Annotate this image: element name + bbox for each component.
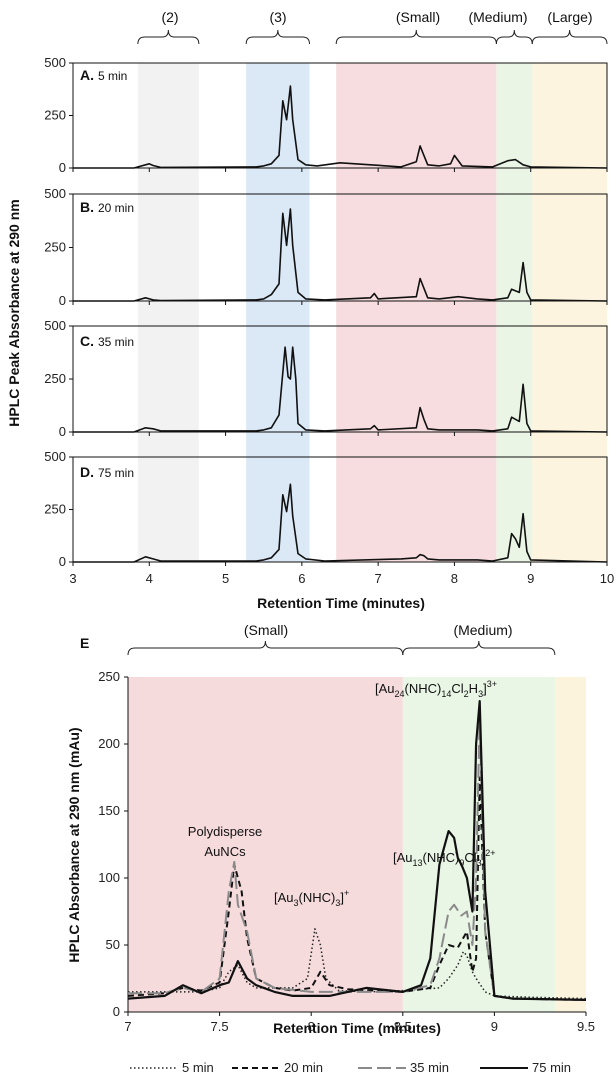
bracket-label-2: (2) [161, 9, 178, 25]
legend: 5 min 20 min 35 min 75 min [130, 1060, 571, 1075]
region-shade-2 [336, 63, 497, 562]
panel-3-trace [73, 483, 608, 563]
bottom-xtick-label-5: 9.5 [577, 1019, 595, 1034]
panel-d-time: 75 min [98, 466, 134, 480]
bottom-ytick-label-1: 50 [106, 937, 120, 952]
panel-2-ytick-label-2: 500 [44, 318, 66, 333]
panel-d-label: D. 75 min [80, 464, 134, 480]
panel-b-letter: B. [80, 199, 94, 215]
panel-3-ytick-label-2: 500 [44, 449, 66, 464]
legend-label-75min: 75 min [532, 1060, 571, 1075]
legend-label-5min: 5 min [182, 1060, 214, 1075]
bottom-bracket-small [127, 640, 404, 656]
panel-0-trace [73, 85, 608, 169]
bottom-ytick-label-4: 200 [98, 736, 120, 751]
panel-3-ytick-label-0: 0 [59, 554, 66, 569]
top-y-axis-title: HPLC Peak Absorbance at 290 nm [6, 199, 22, 426]
region-shade-4 [532, 63, 607, 562]
bottom-xtick-label-3: 8.5 [394, 1019, 412, 1034]
region-shade-0 [137, 63, 199, 562]
panel-1-ytick-label-1: 250 [44, 240, 66, 255]
bracket-2 [137, 29, 200, 45]
annotation-au3: [Au3(NHC)3]+ [274, 888, 349, 908]
top-xtick-label-2: 5 [222, 571, 229, 586]
top-xtick-label-3: 6 [298, 571, 305, 586]
region-shade-3 [496, 63, 533, 562]
panel-2-trace [73, 346, 608, 433]
bottom-ytick-label-3: 150 [98, 803, 120, 818]
annotation-aunc: AuNCs [204, 844, 246, 859]
series-75-min [127, 699, 587, 1001]
panel-d-letter: D. [80, 464, 94, 480]
bracket-large [531, 29, 608, 45]
panel-a-letter: A. [80, 67, 94, 83]
top-xtick-label-5: 8 [451, 571, 458, 586]
bracket-label-large: (Large) [547, 9, 592, 25]
bottom-xtick-label-0: 7 [124, 1019, 131, 1034]
bottom-chart-layer: 0 50 100 150 200 250 7 7.5 8 8.5 9 9.5 [98, 640, 595, 1034]
series-20-min [127, 776, 587, 1001]
bottom-y-axis-title: HPLC Absorbance at 290 nm (mAu) [66, 727, 82, 962]
bottom-bracket-medium [402, 640, 556, 656]
bracket-label-medium: (Medium) [468, 9, 527, 25]
bottom-xtick-label-4: 9 [491, 1019, 498, 1034]
panel-0-ytick-label-0: 0 [59, 160, 66, 175]
top-xtick-label-7: 10 [600, 571, 614, 586]
legend-label-20min: 20 min [284, 1060, 323, 1075]
bottom-x-axis-title: Retention Time (minutes) [273, 1020, 441, 1036]
top-x-axis-title: Retention Time (minutes) [257, 595, 425, 611]
panel-c-letter: C. [80, 333, 94, 349]
bottom-xtick-label-2: 8 [308, 1019, 315, 1034]
bottom-xtick-label-1: 7.5 [211, 1019, 229, 1034]
bracket-3 [245, 29, 310, 45]
series-5-min [128, 928, 587, 1000]
top-xtick-label-1: 4 [146, 571, 153, 586]
top-xtick-label-0: 3 [69, 571, 76, 586]
panel-b-time: 20 min [98, 201, 134, 215]
top-xtick-label-4: 7 [375, 571, 382, 586]
bottom-ytick-label-5: 250 [98, 669, 120, 684]
region-shade-1 [246, 63, 310, 562]
panel-0-ytick-label-1: 250 [44, 108, 66, 123]
bracket-small [335, 29, 497, 45]
bottom-bracket-label-small: (Small) [244, 622, 288, 638]
bottom-bracket-label-medium: (Medium) [453, 622, 512, 638]
panel-2-ytick-label-0: 0 [59, 424, 66, 439]
panel-c-label: C. 35 min [80, 333, 134, 349]
panel-c-time: 35 min [98, 335, 134, 349]
panel-3-ytick-label-1: 250 [44, 502, 66, 517]
panel-a-label: A. 5 min [80, 67, 127, 83]
panel-1-ytick-label-0: 0 [59, 293, 66, 308]
annotation-polydisperse: Polydisperse [188, 824, 262, 839]
bottom-region-shade-0 [128, 677, 403, 1012]
panel-b-label: B. 20 min [80, 199, 134, 215]
bracket-label-3: (3) [269, 9, 286, 25]
bottom-ytick-label-0: 0 [113, 1004, 120, 1019]
top-chart-layer: 0 250 500 0 250 500 0 250 500 0 250 500 3 4 5 6 7 8 9 10 [44, 29, 614, 586]
bracket-label-small: (Small) [396, 9, 440, 25]
panel-1-ytick-label-2: 500 [44, 186, 66, 201]
bracket-medium [495, 29, 533, 45]
panel-0-ytick-label-2: 500 [44, 55, 66, 70]
panel-2-ytick-label-1: 250 [44, 371, 66, 386]
panel-1-trace [73, 208, 608, 302]
panel-e-letter: E [80, 635, 89, 651]
legend-label-35min: 35 min [410, 1060, 449, 1075]
top-xtick-label-6: 9 [527, 571, 534, 586]
bottom-region-shade-2 [554, 677, 586, 1012]
bottom-ytick-label-2: 100 [98, 870, 120, 885]
panel-a-time: 5 min [98, 69, 127, 83]
